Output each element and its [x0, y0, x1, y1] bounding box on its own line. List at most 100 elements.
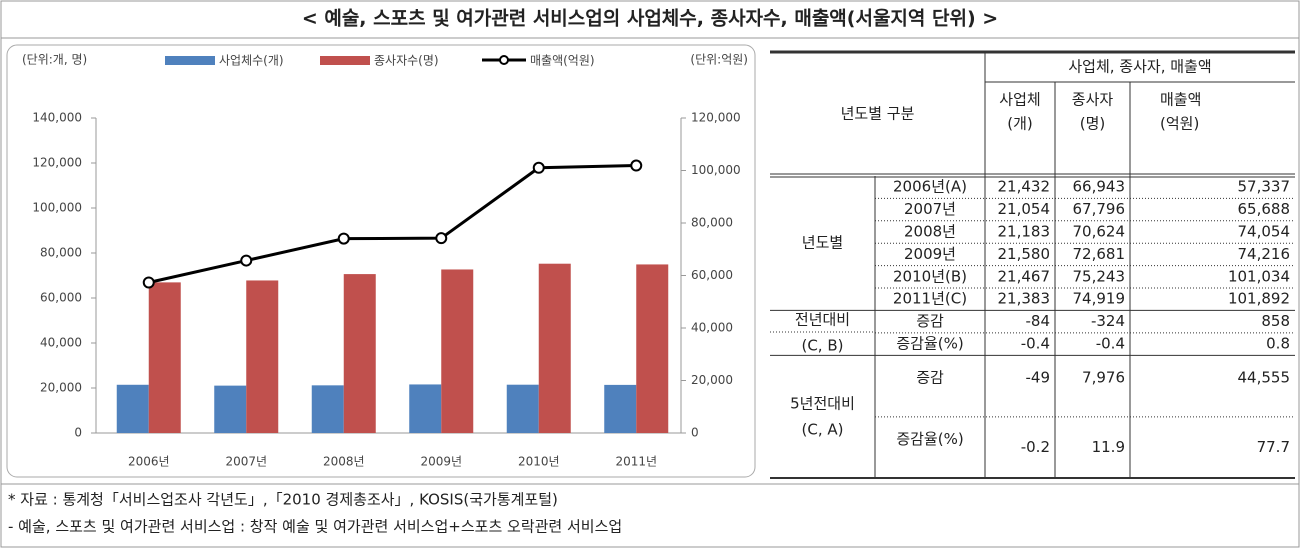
legend-label: 매출액(억원) — [530, 54, 595, 68]
cell-value: 65,688 — [1238, 200, 1291, 218]
cell-value: -0.2 — [1021, 438, 1050, 456]
y2-axis-label: (단위:억원) — [690, 53, 748, 67]
bar — [409, 384, 442, 433]
bar — [148, 282, 181, 433]
legend-marker — [499, 55, 509, 65]
cell-value: 74,919 — [1073, 290, 1126, 308]
section-label: 전년대비 — [795, 310, 850, 328]
y-tick-label: 80,000 — [40, 246, 82, 260]
bar — [311, 385, 344, 433]
cell-value: 67,796 — [1073, 200, 1126, 218]
cell-value: 21,580 — [998, 245, 1051, 263]
cell-value: 66,943 — [1073, 178, 1126, 196]
row-label: 2011년(C) — [893, 290, 967, 308]
cell-value: 101,034 — [1228, 267, 1290, 285]
cell-value: 74,216 — [1238, 245, 1291, 263]
cell-value: -49 — [1026, 369, 1051, 387]
y-tick-label: 100,000 — [32, 201, 82, 215]
header-column: (명) — [1080, 115, 1106, 133]
bar — [636, 264, 669, 433]
cell-value: 101,892 — [1228, 290, 1290, 308]
y-tick-label: 20,000 — [40, 381, 82, 395]
row-label: 증감율(%) — [896, 335, 963, 353]
y-tick-label: 40,000 — [40, 336, 82, 350]
legend-swatch — [165, 56, 215, 65]
y-axis-label: (단위:개, 명) — [22, 53, 87, 67]
cell-value: -324 — [1091, 312, 1125, 330]
cell-value: 858 — [1261, 312, 1290, 330]
page-title: < 예술, 스포츠 및 여가관련 서비스업의 사업체수, 종사자수, 매출액(서… — [302, 8, 998, 30]
x-tick-label: 2006년 — [128, 455, 170, 469]
line-marker — [142, 276, 155, 289]
cell-value: 21,467 — [998, 267, 1051, 285]
note: - 예술, 스포츠 및 여가관련 서비스업 : 창작 예술 및 여가관련 서비스… — [8, 518, 622, 536]
row-label: 2010년(B) — [893, 267, 967, 285]
bar — [214, 385, 247, 433]
line-marker — [630, 159, 643, 172]
section-label: 년도별 — [802, 234, 843, 252]
cell-value: 0.8 — [1266, 335, 1290, 353]
bar — [343, 274, 376, 433]
header-corner: 년도별 구분 — [841, 105, 915, 123]
cell-value: -84 — [1026, 312, 1051, 330]
header-column: 사업체 — [999, 91, 1040, 109]
row-label: 증감 — [916, 312, 944, 330]
section-label: (C, B) — [801, 336, 843, 354]
row-label: 증감율(%) — [896, 430, 963, 448]
y2-tick-label: 100,000 — [691, 163, 741, 177]
row-label: 2008년 — [904, 223, 956, 241]
x-tick-label: 2009년 — [420, 455, 462, 469]
cell-value: 75,243 — [1073, 267, 1126, 285]
row-label: 2006년(A) — [893, 178, 967, 196]
section-label: 5년전대비 — [790, 394, 855, 412]
cell-value: 11.9 — [1092, 438, 1125, 456]
x-tick-label: 2010년 — [518, 455, 560, 469]
y2-tick-label: 0 — [691, 426, 699, 440]
cell-value: 72,681 — [1073, 245, 1126, 263]
bar — [538, 263, 571, 433]
y-tick-label: 0 — [74, 426, 82, 440]
y-tick-label: 60,000 — [40, 291, 82, 305]
bar — [116, 384, 149, 433]
cell-value: 77.7 — [1257, 438, 1290, 456]
legend-label: 사업체수(개) — [219, 54, 284, 68]
cell-value: 21,432 — [998, 178, 1051, 196]
x-tick-label: 2008년 — [323, 455, 365, 469]
note: * 자료 : 통계청「서비스업조사 각년도」,「2010 경제총조사」, KOS… — [8, 491, 558, 509]
bar — [246, 280, 279, 433]
legend-label: 종사자수(명) — [374, 54, 439, 68]
cell-value: 21,183 — [998, 223, 1051, 241]
cell-value: 74,054 — [1238, 223, 1291, 241]
cell-value: 70,624 — [1073, 223, 1126, 241]
cell-value: 21,383 — [998, 290, 1051, 308]
row-label: 2009년 — [904, 245, 956, 263]
header-column: 종사자 — [1072, 91, 1114, 109]
y2-tick-label: 80,000 — [691, 216, 733, 230]
header-column: (개) — [1007, 115, 1033, 133]
line-marker — [532, 161, 545, 174]
bar — [604, 384, 637, 433]
y-tick-label: 120,000 — [32, 156, 82, 170]
bar — [506, 384, 539, 433]
row-label: 2007년 — [904, 200, 956, 218]
cell-value: -0.4 — [1021, 335, 1050, 353]
cell-value: 7,976 — [1082, 369, 1125, 387]
legend-swatch — [320, 56, 370, 65]
bar — [441, 269, 474, 433]
cell-value: 44,555 — [1238, 369, 1291, 387]
line-marker — [240, 254, 253, 267]
line — [148, 164, 637, 284]
line-marker — [337, 232, 350, 245]
header-group: 사업체, 종사자, 매출액 — [1068, 58, 1211, 76]
header-column: 매출액 — [1160, 91, 1201, 109]
section-label: (C, A) — [802, 420, 844, 438]
cell-value: -0.4 — [1096, 335, 1125, 353]
line-marker — [435, 232, 448, 245]
y2-tick-label: 20,000 — [691, 373, 733, 387]
cell-value: 57,337 — [1238, 178, 1291, 196]
x-tick-label: 2007년 — [225, 455, 267, 469]
y2-tick-label: 60,000 — [691, 268, 733, 282]
cell-value: 21,054 — [998, 200, 1051, 218]
